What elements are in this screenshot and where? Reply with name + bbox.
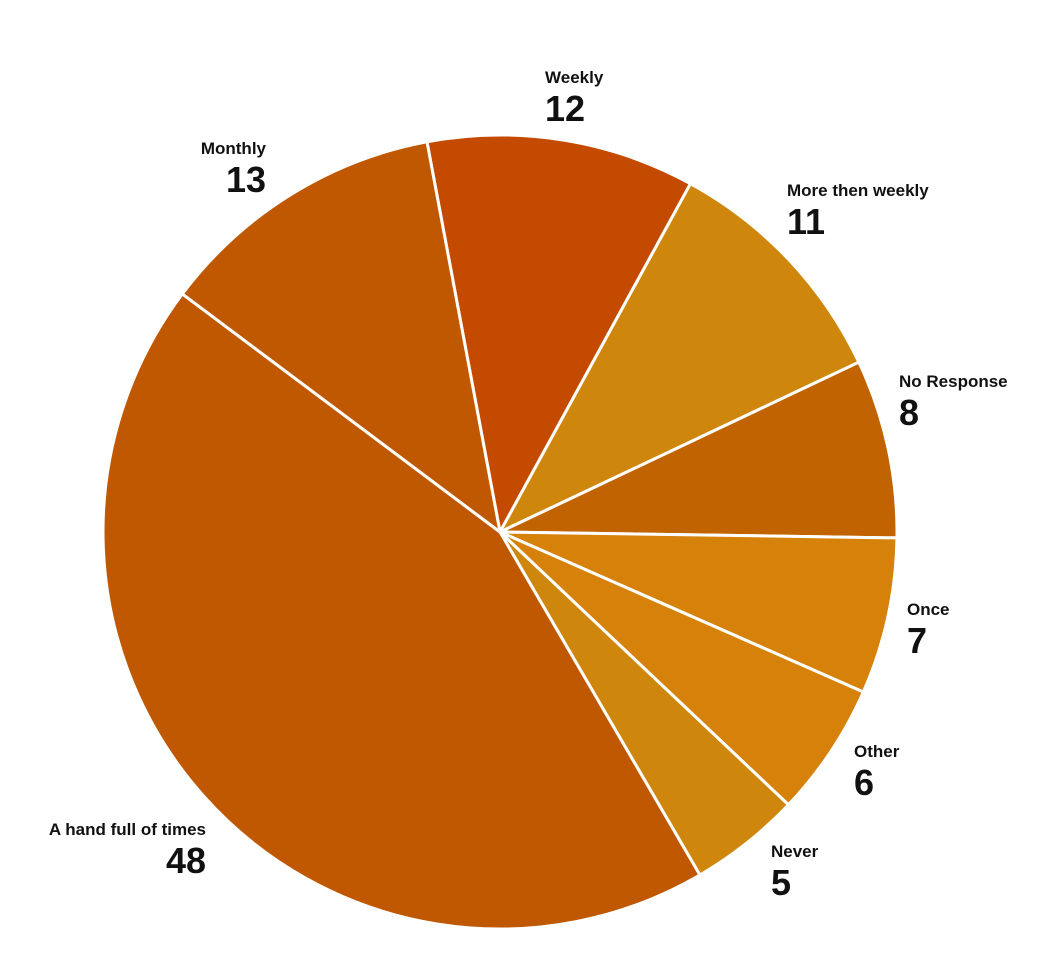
slice-label-value: 8	[899, 392, 919, 433]
slice-label-value: 48	[166, 840, 206, 881]
slice-label-name: More then weekly	[787, 181, 929, 200]
slice-label-name: Weekly	[545, 68, 604, 87]
pie-slice-no-response	[498, 360, 899, 540]
slice-label-value: 13	[226, 159, 266, 200]
slice-label-name: Monthly	[201, 139, 267, 158]
slice-label-name: Once	[907, 600, 950, 619]
pie-slice-other	[498, 530, 865, 807]
pie-slice-once	[498, 530, 899, 694]
pie-slice-weekly	[425, 133, 692, 534]
pie-slice-more-then-weekly	[498, 182, 861, 534]
pie-slice-a-hand-full-of-times	[101, 292, 702, 931]
slice-label-name: Never	[771, 842, 819, 861]
slice-label-value: 5	[771, 862, 791, 903]
slice-label-value: 11	[787, 201, 825, 242]
pie-slices	[101, 133, 899, 931]
slice-label-name: A hand full of times	[49, 820, 206, 839]
slice-label-value: 6	[854, 762, 874, 803]
pie-slice-monthly	[180, 140, 502, 534]
slice-label-name: Other	[854, 742, 900, 761]
slice-label-name: No Response	[899, 372, 1008, 391]
slice-label-value: 12	[545, 88, 585, 129]
slice-label-value: 7	[907, 620, 927, 661]
